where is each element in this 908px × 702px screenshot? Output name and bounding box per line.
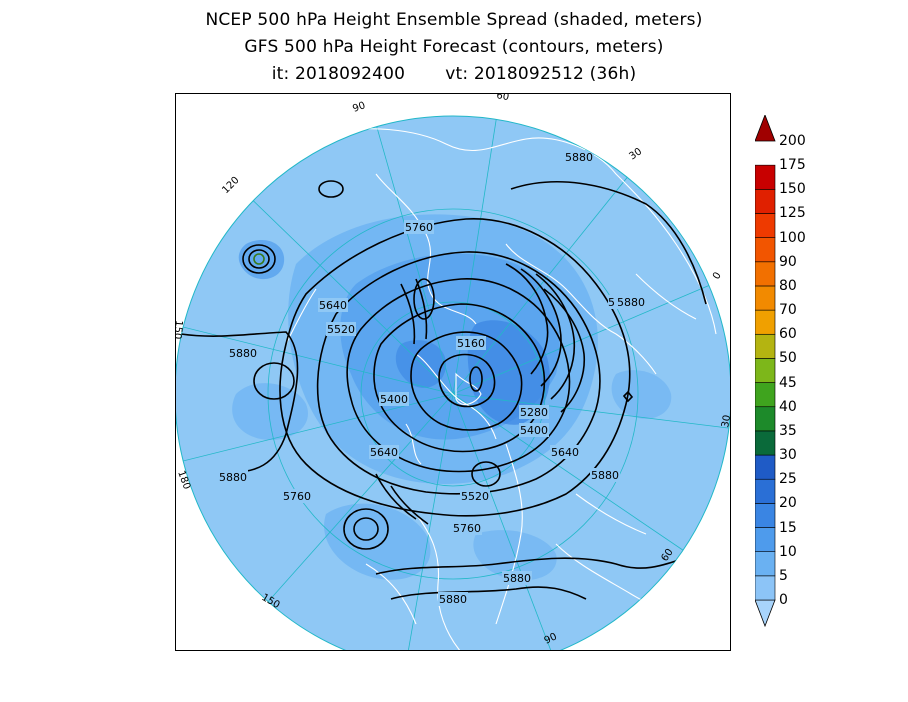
- contour-label: 5400: [520, 424, 548, 437]
- map-frame: 5880 5760 5640 5520 5880 5160 5400 5280 …: [175, 93, 731, 651]
- contour-5520: [346, 278, 571, 473]
- contour-label: 5880: [565, 151, 593, 164]
- colorbar-label: 35: [779, 422, 797, 439]
- colorbar-bin: [754, 237, 776, 263]
- valid-time: vt: 2018092512 (36h): [445, 64, 637, 84]
- lon-label: 90: [543, 631, 559, 646]
- colorbar-label: 15: [779, 519, 797, 536]
- contour-label: 5400: [380, 393, 408, 406]
- contour-label: 5760: [283, 490, 311, 503]
- contour-label: 5880: [617, 296, 645, 309]
- contour-5760: [279, 218, 631, 517]
- contour-label: 5640: [551, 446, 579, 459]
- colorbar-bin: [754, 164, 776, 190]
- contour-label: 5280: [520, 406, 548, 419]
- contour-5880-west: [180, 331, 299, 474]
- colorbar-label: 150: [779, 181, 806, 198]
- init-time: it: 2018092400: [271, 64, 406, 84]
- colorbar-label: 90: [779, 253, 797, 270]
- colorbar-label: 100: [779, 229, 806, 246]
- contour-label: 5520: [327, 323, 355, 336]
- contour-5880-outer: [510, 180, 707, 305]
- colorbar-bin: [754, 261, 776, 287]
- lon-label: 90: [351, 100, 367, 115]
- colorbar-bin: [754, 213, 776, 238]
- colorbar-label: 25: [779, 471, 797, 488]
- colorbar-bin: [754, 551, 776, 577]
- polar-map: 5880 5760 5640 5520 5880 5160 5400 5280 …: [176, 94, 731, 650]
- contour-label: 5880: [219, 471, 247, 484]
- colorbar-bin: [754, 333, 776, 359]
- contour-5880-s2: [390, 586, 587, 600]
- contour-label: 5520: [461, 490, 489, 503]
- colorbar-label: 80: [779, 277, 797, 294]
- lon-label: 60: [495, 94, 509, 103]
- colorbar-label: 40: [779, 398, 797, 415]
- colorbar-bin: [754, 406, 776, 432]
- contour-label: 5880: [439, 593, 467, 606]
- colorbar-bin: [754, 189, 776, 214]
- colorbar-label: 20: [779, 495, 797, 512]
- title-line-3: it: 2018092400 vt: 2018092512 (36h): [0, 64, 908, 84]
- colorbar-max-arrow: [754, 113, 776, 142]
- contour-5880-south: [375, 553, 697, 575]
- colorbar-label: 60: [779, 326, 797, 343]
- colorbar-label: 10: [779, 543, 797, 560]
- colorbar-bin: [754, 358, 776, 383]
- lon-label: 0: [711, 270, 724, 281]
- colorbar-min-arrow: [754, 599, 776, 628]
- graticule: [176, 116, 730, 650]
- colorbar: 0 5 10 15 20 25 30 35 40 45 50 60 70 80 90 100 125 150 175…: [754, 113, 855, 630]
- colorbar-label: 45: [779, 374, 797, 391]
- colorbar-label: 0: [779, 592, 788, 608]
- lon-label: 120: [220, 175, 241, 196]
- contour-5640: [316, 251, 601, 495]
- colorbar-label: 125: [779, 205, 806, 222]
- contour-label: 5760: [453, 522, 481, 535]
- contour-5160: [438, 353, 496, 408]
- colorbar-scale: [754, 113, 776, 628]
- contour-5280: [410, 331, 523, 431]
- colorbar-label: 175: [779, 157, 806, 174]
- contour-label: 5880: [591, 469, 619, 482]
- contour-label: 5880: [503, 572, 531, 585]
- contour-label: 5640: [370, 446, 398, 459]
- contour-label: 5640: [319, 299, 347, 312]
- colorbar-bin: [754, 527, 776, 552]
- colorbar-label: 30: [779, 447, 797, 464]
- colorbar-bin: [754, 309, 776, 335]
- contour-label: 5760: [405, 221, 433, 234]
- lon-label: 30: [627, 146, 644, 162]
- colorbar-bin: [754, 575, 776, 601]
- colorbar-label: 50: [779, 350, 797, 367]
- lon-label: 180: [176, 469, 192, 491]
- colorbar-bin: [754, 382, 776, 408]
- contour-label: 5160: [457, 337, 485, 350]
- closed-contours: [242, 180, 634, 550]
- colorbar-label: 5: [779, 567, 788, 584]
- colorbar-bin: [754, 478, 776, 504]
- title-line-1: NCEP 500 hPa Height Ensemble Spread (sha…: [205, 10, 703, 30]
- lon-label: 150: [176, 320, 184, 340]
- contour-label: 5880: [229, 347, 257, 360]
- lon-label: 30: [720, 414, 731, 428]
- colorbar-bin: [754, 285, 776, 311]
- contour-labels: 5880 5760 5640 5520 5880 5160 5400 5280 …: [218, 150, 646, 606]
- colorbar-bin: [754, 430, 776, 456]
- colorbar-bin: [754, 454, 776, 480]
- colorbar-label: 70: [779, 302, 797, 319]
- colorbar-label: 200: [779, 133, 806, 149]
- colorbar-bin: [754, 503, 776, 528]
- title-line-2: GFS 500 hPa Height Forecast (contours, m…: [244, 37, 664, 57]
- contour-label: 5: [608, 296, 615, 309]
